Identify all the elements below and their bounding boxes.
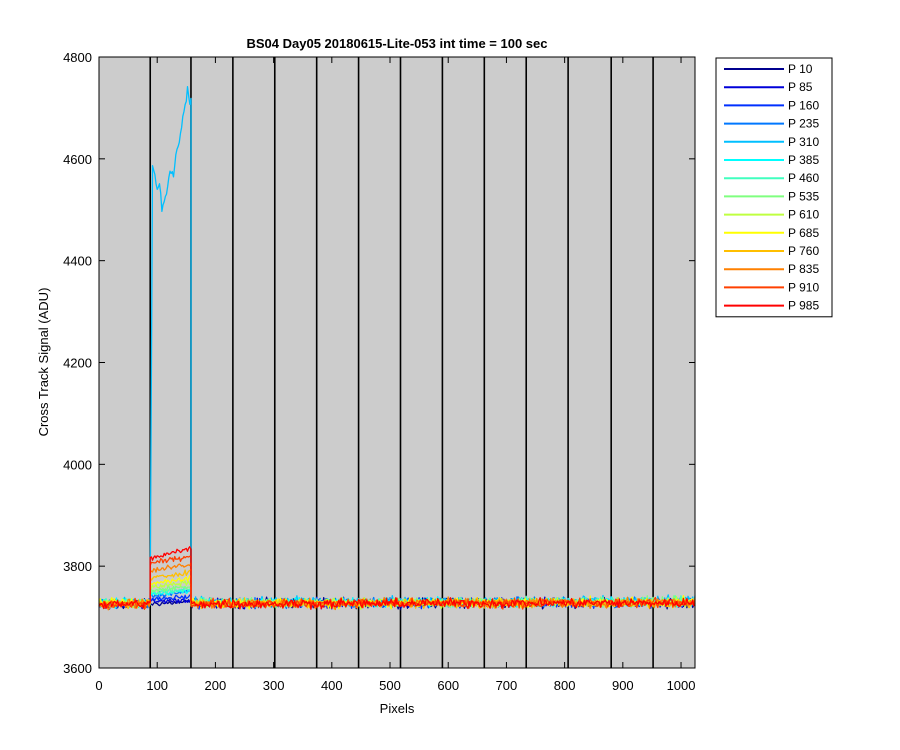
legend-entry-label: P 910	[788, 280, 819, 294]
y-tick-label: 3800	[63, 559, 92, 574]
x-tick-label: 400	[321, 678, 343, 693]
legend-entry-label: P 460	[788, 171, 819, 185]
legend-entry-label: P 10	[788, 62, 813, 76]
x-axis-label: Pixels	[380, 701, 415, 716]
x-tick-label: 300	[263, 678, 285, 693]
plot-area: 0 100 200 300 400 500 600 700 800 900 1000 3600 3800…	[63, 50, 696, 693]
plot-background	[99, 57, 695, 668]
series-line-p-760	[98, 568, 696, 610]
legend-entry-label: P 685	[788, 226, 819, 240]
y-tick-label: 4200	[63, 356, 92, 371]
x-tick-label: 900	[612, 678, 634, 693]
y-tick-label: 4400	[63, 254, 92, 269]
legend-entry-label: P 385	[788, 153, 819, 167]
y-tick-label: 3600	[63, 661, 92, 676]
legend-entry-label: P 235	[788, 117, 819, 131]
x-tick-label: 100	[146, 678, 168, 693]
legend-entry-label: P 610	[788, 208, 819, 222]
legend-entry-label: P 535	[788, 189, 819, 203]
legend-entry-label: P 85	[788, 80, 813, 94]
x-tick-label: 500	[379, 678, 401, 693]
x-tick-label: 700	[496, 678, 518, 693]
x-tick-label: 800	[554, 678, 576, 693]
x-tick-label: 1000	[667, 678, 696, 693]
y-tick-label: 4800	[63, 50, 92, 65]
y-axis-label: Cross Track Signal (ADU)	[36, 288, 51, 437]
y-tick-label: 4600	[63, 152, 92, 167]
x-tick-label: 0	[95, 678, 102, 693]
y-tick-label: 4000	[63, 457, 92, 472]
legend: P 10 P 85 P 160 P 235 P 310 P 385 P 460 P 535 P …	[715, 57, 833, 318]
chart-title: BS04 Day05 20180615-Lite-053 int time = …	[247, 36, 548, 51]
legend-entry-label: P 835	[788, 262, 819, 276]
legend-entry-label: P 985	[788, 299, 819, 313]
x-tick-label: 600	[437, 678, 459, 693]
legend-entry-label: P 160	[788, 98, 819, 112]
legend-entry-label: P 760	[788, 244, 819, 258]
x-tick-label: 200	[205, 678, 227, 693]
legend-box	[715, 57, 833, 318]
series-line-p-985	[98, 546, 696, 610]
legend-entry-label: P 310	[788, 135, 819, 149]
